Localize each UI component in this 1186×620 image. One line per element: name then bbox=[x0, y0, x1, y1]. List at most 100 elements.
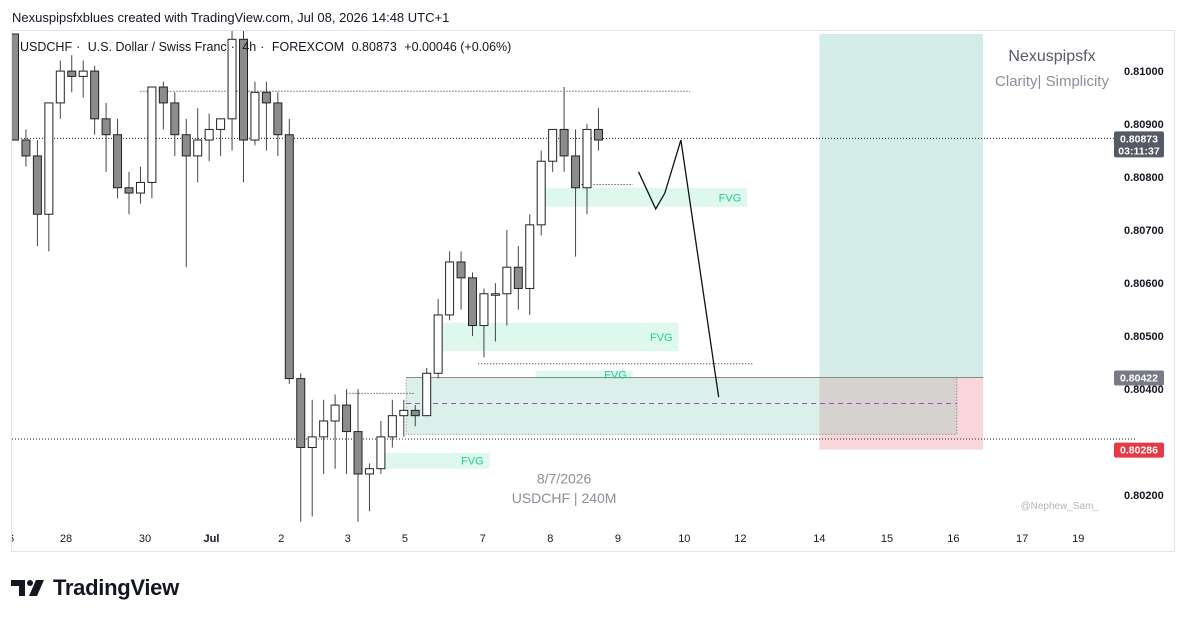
candle-body[interactable] bbox=[55, 70, 65, 104]
candle-body[interactable] bbox=[513, 266, 523, 289]
x-axis-tick: 6 bbox=[12, 533, 14, 545]
candle-body[interactable] bbox=[502, 266, 512, 295]
candle-body[interactable] bbox=[525, 224, 535, 289]
candle-body[interactable] bbox=[307, 436, 317, 448]
fvg-zone[interactable] bbox=[535, 370, 633, 379]
x-axis-tick: 8 bbox=[547, 533, 553, 545]
candle-body[interactable] bbox=[536, 160, 546, 226]
x-axis-tick: 3 bbox=[345, 533, 351, 545]
candle-body[interactable] bbox=[181, 134, 191, 157]
candle-body[interactable] bbox=[330, 404, 340, 422]
y-axis-tick: 0.80700 bbox=[1124, 225, 1164, 237]
candle-body[interactable] bbox=[90, 70, 100, 120]
stop-price-label bbox=[1114, 442, 1164, 458]
candle-body[interactable] bbox=[101, 118, 111, 136]
candle-body[interactable] bbox=[239, 38, 248, 141]
tradingview-logo[interactable]: TradingView bbox=[11, 575, 179, 601]
candle-body[interactable] bbox=[273, 102, 283, 136]
y-axis-tick: 0.80500 bbox=[1124, 331, 1164, 343]
candle-body[interactable] bbox=[158, 86, 168, 104]
candle-body[interactable] bbox=[376, 436, 386, 470]
x-axis-tick: 15 bbox=[881, 533, 893, 545]
symbol-change: +0.00046 (+0.06%) bbox=[404, 40, 512, 54]
candle-body[interactable] bbox=[342, 404, 352, 433]
candle-body[interactable] bbox=[593, 128, 603, 141]
candle-body[interactable] bbox=[67, 70, 77, 77]
candle-body[interactable] bbox=[479, 293, 489, 327]
candle-body[interactable] bbox=[250, 91, 260, 141]
x-axis-tick: 7 bbox=[480, 533, 486, 545]
x-axis-tick: 28 bbox=[60, 533, 72, 545]
candle-body[interactable] bbox=[21, 139, 31, 157]
stop-price-label-text: 0.80286 bbox=[1120, 445, 1158, 457]
fvg-zone[interactable] bbox=[380, 452, 490, 469]
candle-body[interactable] bbox=[364, 468, 374, 475]
candle-body[interactable] bbox=[44, 102, 54, 215]
candle-body[interactable] bbox=[12, 33, 19, 141]
last-price-label-text: 03:11:37 bbox=[1118, 145, 1160, 157]
y-axis-tick: 0.80900 bbox=[1124, 119, 1164, 131]
x-axis-tick: 17 bbox=[1016, 533, 1028, 545]
candle-body[interactable] bbox=[216, 118, 226, 130]
last-price-label bbox=[1114, 131, 1164, 158]
candle-body[interactable] bbox=[456, 261, 466, 279]
symbol-last-price: 0.80873 bbox=[351, 40, 397, 54]
demand-zone[interactable] bbox=[405, 377, 958, 435]
candle-body[interactable] bbox=[399, 409, 409, 417]
candle-body[interactable] bbox=[135, 181, 145, 194]
candle-body[interactable] bbox=[147, 86, 157, 183]
fvg-label: FVG bbox=[650, 332, 673, 344]
candle-body[interactable] bbox=[582, 128, 592, 189]
y-axis-tick: 0.81000 bbox=[1124, 66, 1164, 78]
symbol-name: U.S. Dollar / Swiss Franc bbox=[87, 40, 227, 54]
candle-body[interactable] bbox=[468, 277, 477, 327]
candle-body[interactable] bbox=[490, 293, 500, 296]
x-axis-tick: 5 bbox=[402, 533, 408, 545]
candle-body[interactable] bbox=[261, 91, 271, 104]
candle-body[interactable] bbox=[204, 128, 214, 141]
x-axis-tick: 19 bbox=[1072, 533, 1084, 545]
x-axis-tick: 16 bbox=[947, 533, 959, 545]
author-tagline: Clarity| Simplicity bbox=[995, 73, 1109, 90]
candle-body[interactable] bbox=[227, 38, 237, 120]
x-axis-tick: 9 bbox=[615, 533, 621, 545]
chart-annotation: 8/7/2026 bbox=[537, 471, 592, 487]
candle-body[interactable] bbox=[78, 70, 88, 77]
candle-body[interactable] bbox=[296, 378, 306, 448]
y-axis-tick: 0.80200 bbox=[1124, 490, 1164, 502]
chart-canvas[interactable]: FVG FVG FVG FVG 8/7/2026 USDCHF | 240M Nexuspi… bbox=[12, 31, 1174, 551]
fvg-label: FVG bbox=[604, 370, 627, 382]
candle-body[interactable] bbox=[571, 155, 581, 189]
created-with-caption: Nexuspipsfxblues created with TradingVie… bbox=[12, 10, 450, 25]
candle-body[interactable] bbox=[124, 187, 134, 194]
candle-body[interactable] bbox=[353, 431, 363, 475]
fvg-zone[interactable] bbox=[438, 322, 679, 352]
candle-body[interactable] bbox=[445, 261, 455, 316]
candle-body[interactable] bbox=[548, 128, 558, 162]
y-axis-tick: 0.80600 bbox=[1124, 278, 1164, 290]
entry-price-label-text: 0.80422 bbox=[1120, 373, 1158, 385]
candle-body[interactable] bbox=[170, 102, 180, 136]
candle-body[interactable] bbox=[113, 134, 123, 189]
projection-path[interactable] bbox=[637, 139, 720, 398]
candle-body[interactable] bbox=[410, 409, 420, 417]
x-axis-tick: 2 bbox=[278, 533, 284, 545]
candle-body[interactable] bbox=[284, 134, 294, 380]
chart-frame[interactable]: FVG FVG FVG FVG 8/7/2026 USDCHF | 240M Nexuspi… bbox=[11, 30, 1175, 552]
last-price-label-text: 0.80873 bbox=[1120, 133, 1158, 145]
symbol-exchange: FOREXCOM bbox=[271, 40, 345, 54]
fvg-zone[interactable] bbox=[541, 187, 748, 207]
symbol-ticker[interactable]: USDCHF bbox=[20, 40, 73, 54]
candle-body[interactable] bbox=[387, 415, 397, 438]
stop-zone[interactable] bbox=[819, 377, 984, 450]
target-zone[interactable] bbox=[819, 34, 984, 378]
candle-body[interactable] bbox=[32, 155, 42, 215]
candle-body[interactable] bbox=[422, 372, 432, 417]
chart-annotation: USDCHF | 240M bbox=[512, 490, 617, 506]
candle-body[interactable] bbox=[193, 139, 203, 157]
entry-price-label bbox=[1114, 370, 1164, 386]
candle-body[interactable] bbox=[433, 314, 443, 374]
candle-body[interactable] bbox=[319, 420, 329, 438]
tradingview-logo-icon bbox=[11, 580, 44, 596]
candle-body[interactable] bbox=[559, 128, 569, 157]
